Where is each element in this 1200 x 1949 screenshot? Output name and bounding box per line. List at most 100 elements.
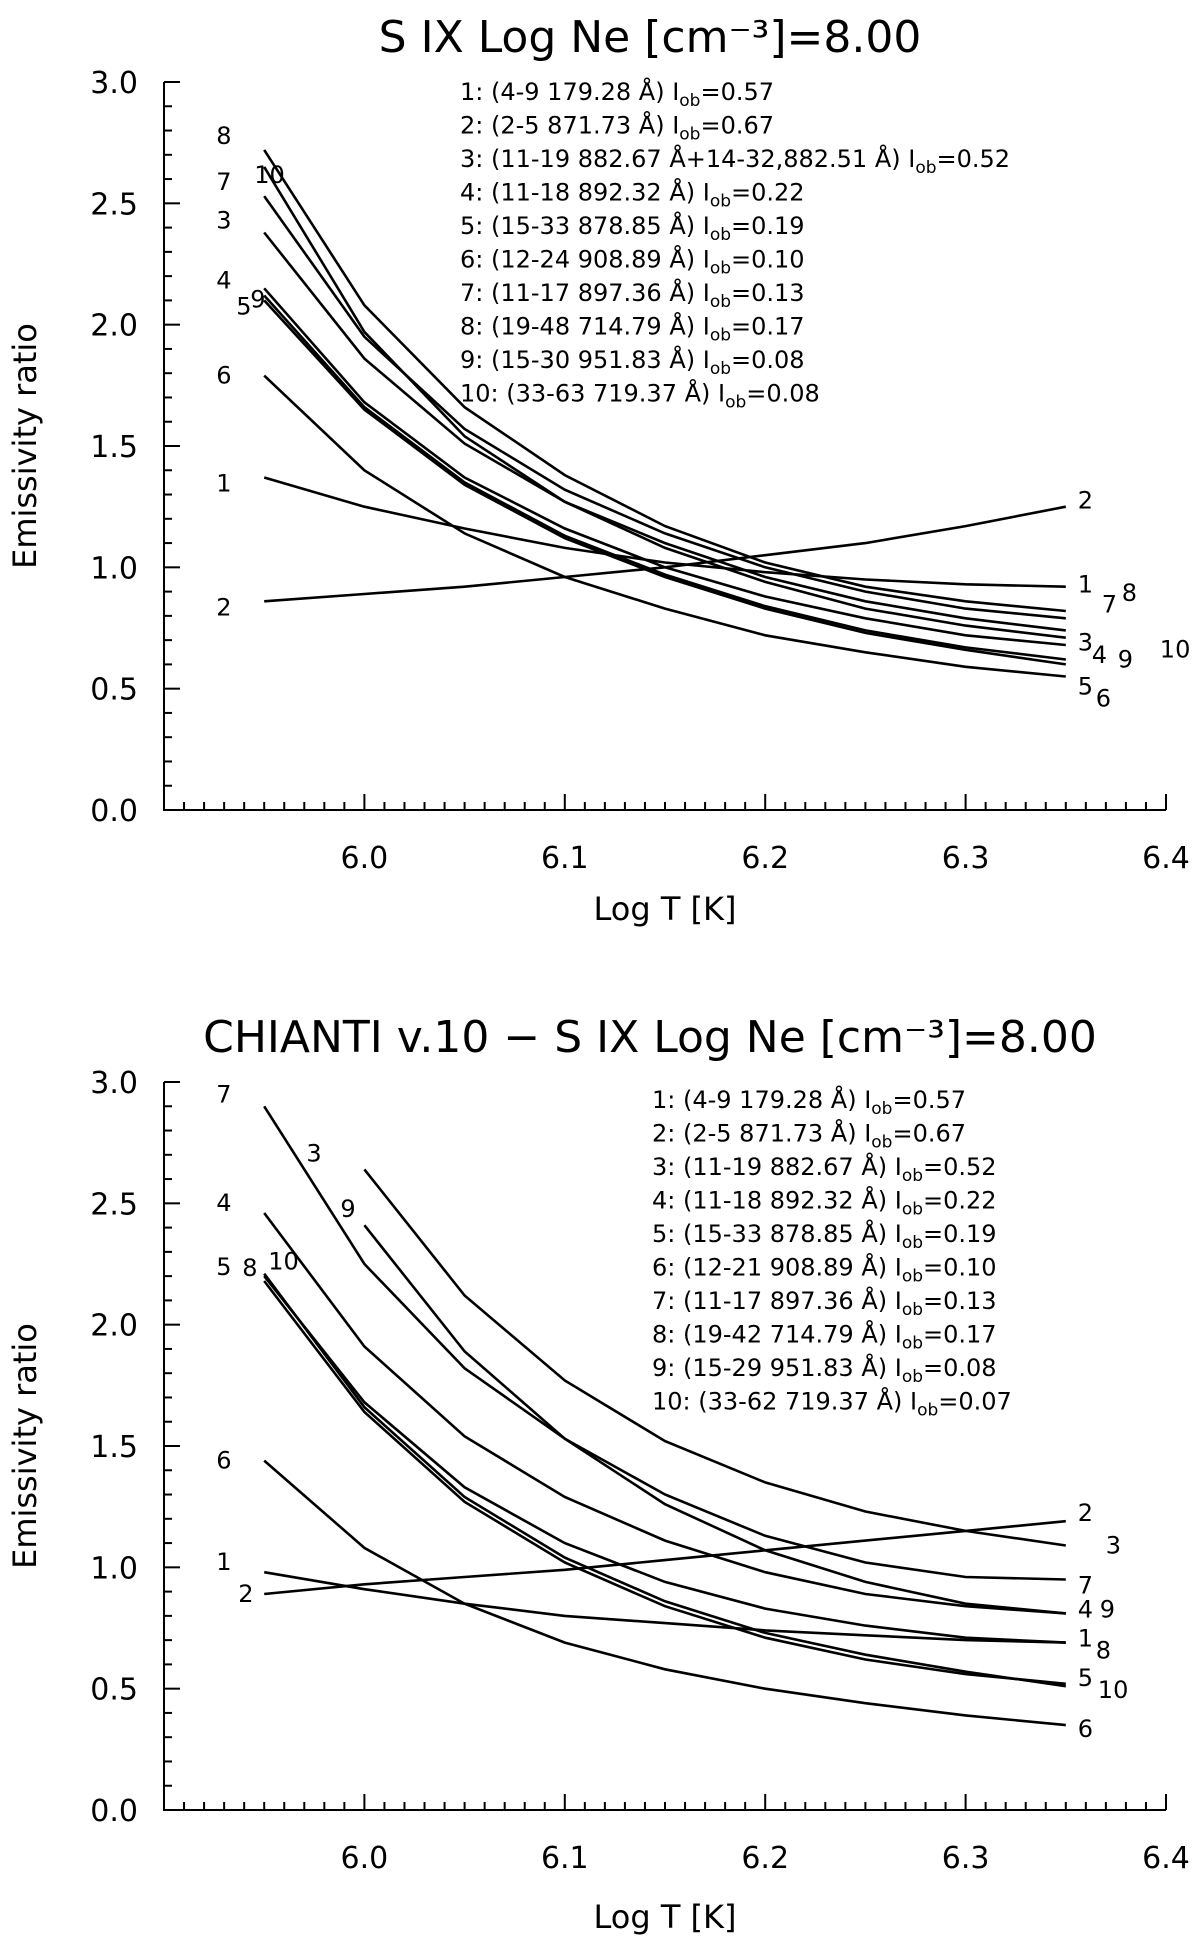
series-end-label-1: 1 [1078, 1625, 1093, 1653]
series-start-label-9: 9 [250, 286, 265, 314]
series-end-label-3: 3 [1106, 1531, 1121, 1559]
chart-title: S IX Log Ne [cm⁻³]=8.00 [379, 12, 922, 63]
y-tick-label: 0.5 [90, 673, 138, 708]
legend-entry-10: 10: (33-63 719.37 Å) Iob=0.08 [460, 379, 820, 413]
series-start-label-4: 4 [216, 1189, 231, 1217]
legend-entry-4: 4: (11-18 892.32 Å) Iob=0.22 [652, 1186, 997, 1220]
series-end-label-9: 9 [1100, 1595, 1115, 1623]
legend-entry-4: 4: (11-18 892.32 Å) Iob=0.22 [460, 178, 805, 212]
y-tick-label: 1.0 [90, 1551, 138, 1586]
y-tick-label: 2.0 [90, 309, 138, 344]
x-tick-label: 6.1 [541, 1841, 589, 1876]
series-line-7 [263, 1105, 1066, 1581]
series-line-6 [263, 1459, 1066, 1727]
legend-entry-9: 9: (15-29 951.83 Å) Iob=0.08 [652, 1353, 997, 1387]
series-line-9 [363, 1224, 1066, 1615]
chart-title: CHIANTI v.10 − S IX Log Ne [cm⁻³]=8.00 [203, 1012, 1097, 1063]
series-end-label-8: 8 [1122, 579, 1137, 607]
series-start-label-6: 6 [216, 1447, 231, 1475]
series-start-label-6: 6 [216, 362, 231, 390]
series-end-label-10: 10 [1098, 1676, 1129, 1704]
series-start-label-5: 5 [216, 1253, 231, 1281]
y-tick-label: 0.0 [90, 1794, 138, 1829]
series-line-5 [263, 1280, 1066, 1686]
series-line-10 [263, 166, 1066, 639]
series-line-2 [264, 505, 1067, 603]
x-tick-label: 6.3 [942, 1841, 990, 1876]
series-start-label-2: 2 [238, 1580, 253, 1608]
y-tick-label: 3.0 [90, 66, 138, 101]
series-start-label-3: 3 [216, 206, 231, 234]
series-end-label-1: 1 [1078, 571, 1093, 599]
legend-entry-8: 8: (19-48 714.79 Å) Iob=0.17 [460, 312, 805, 346]
legend-entry-7: 7: (11-17 897.36 Å) Iob=0.13 [460, 278, 805, 312]
series-line-4 [263, 287, 1066, 647]
x-tick-label: 6.0 [341, 841, 389, 876]
series-line-2 [264, 1519, 1066, 1596]
series-end-label-3: 3 [1078, 628, 1093, 656]
series-end-label-7: 7 [1102, 590, 1117, 618]
series-line-3 [363, 1168, 1066, 1547]
series-line-5 [263, 299, 1066, 666]
series-end-label-2: 2 [1078, 487, 1093, 515]
series-end-label-7: 7 [1078, 1571, 1093, 1599]
series-start-label-8: 8 [242, 1254, 257, 1282]
legend-entry-1: 1: (4-9 179.28 Å) Iob=0.57 [652, 1085, 966, 1119]
series-line-10 [263, 1272, 1066, 1688]
y-tick-label: 0.0 [90, 794, 138, 829]
chart-panel-bottom: CHIANTI v.10 − S IX Log Ne [cm⁻³]=8.00 L… [6, 1012, 1190, 1936]
y-tick-label: 2.5 [90, 187, 138, 222]
legend-entry-8: 8: (19-42 714.79 Å) Iob=0.17 [652, 1320, 997, 1354]
series-start-label-5: 5 [236, 292, 251, 320]
series-line-1 [263, 1570, 1066, 1644]
x-tick-label: 6.4 [1142, 841, 1190, 876]
series-line-1 [263, 476, 1066, 588]
x-tick-label: 6.3 [942, 841, 990, 876]
series-end-label-10: 10 [1160, 636, 1191, 664]
legend-entry-5: 5: (15-33 878.85 Å) Iob=0.19 [460, 211, 805, 245]
series-start-label-7: 7 [216, 1080, 231, 1108]
y-axis-label: Emissivity ratio [6, 323, 44, 569]
x-tick-label: 6.1 [541, 841, 589, 876]
series-line-3 [263, 231, 1066, 632]
y-tick-label: 0.5 [90, 1673, 138, 1708]
legend-entry-5: 5: (15-33 878.85 Å) Iob=0.19 [652, 1219, 997, 1253]
series-start-label-8: 8 [216, 122, 231, 150]
series-line-6 [263, 374, 1066, 678]
y-axis-label: Emissivity ratio [6, 1323, 44, 1569]
series-end-label-8: 8 [1096, 1637, 1111, 1665]
series-end-label-5: 5 [1078, 672, 1093, 700]
y-tick-label: 1.5 [90, 430, 138, 465]
series-end-label-2: 2 [1078, 1499, 1093, 1527]
y-tick-label: 1.5 [90, 1430, 138, 1465]
series-start-label-10: 10 [254, 161, 285, 189]
x-tick-label: 6.2 [741, 1841, 789, 1876]
series-line-9 [263, 294, 1066, 661]
series-start-label-3: 3 [306, 1139, 321, 1167]
series-line-8 [263, 149, 1066, 613]
y-tick-label: 1.0 [90, 551, 138, 586]
legend-entry-6: 6: (12-24 908.89 Å) Iob=0.10 [460, 245, 805, 279]
series-start-label-4: 4 [216, 266, 231, 294]
legend-entry-3: 3: (11-19 882.67 Å) Iob=0.52 [652, 1152, 997, 1186]
legend-entry-2: 2: (2-5 871.73 Å) Iob=0.67 [652, 1119, 966, 1153]
x-axis-label: Log T [K] [594, 890, 737, 928]
chart-panel-top: S IX Log Ne [cm⁻³]=8.00 Log T [K] Emissi… [6, 12, 1190, 928]
series-start-label-2: 2 [216, 593, 231, 621]
x-axis-label: Log T [K] [594, 1898, 737, 1936]
legend-entry-7: 7: (11-17 897.36 Å) Iob=0.13 [652, 1286, 997, 1320]
series-start-label-9: 9 [340, 1195, 355, 1223]
legend-entry-6: 6: (12-21 908.89 Å) Iob=0.10 [652, 1253, 997, 1287]
y-tick-label: 2.5 [90, 1187, 138, 1222]
series-start-label-1: 1 [216, 470, 231, 498]
legend-entry-2: 2: (2-5 871.73 Å) Iob=0.67 [460, 111, 774, 145]
series-end-label-9: 9 [1118, 646, 1133, 674]
series-end-label-4: 4 [1078, 1595, 1093, 1623]
series-end-label-6: 6 [1096, 685, 1111, 713]
y-tick-label: 3.0 [90, 1066, 138, 1101]
series-start-label-7: 7 [216, 168, 231, 196]
series-end-label-4: 4 [1092, 641, 1107, 669]
x-tick-label: 6.4 [1142, 1841, 1190, 1876]
series-end-label-6: 6 [1078, 1715, 1093, 1743]
